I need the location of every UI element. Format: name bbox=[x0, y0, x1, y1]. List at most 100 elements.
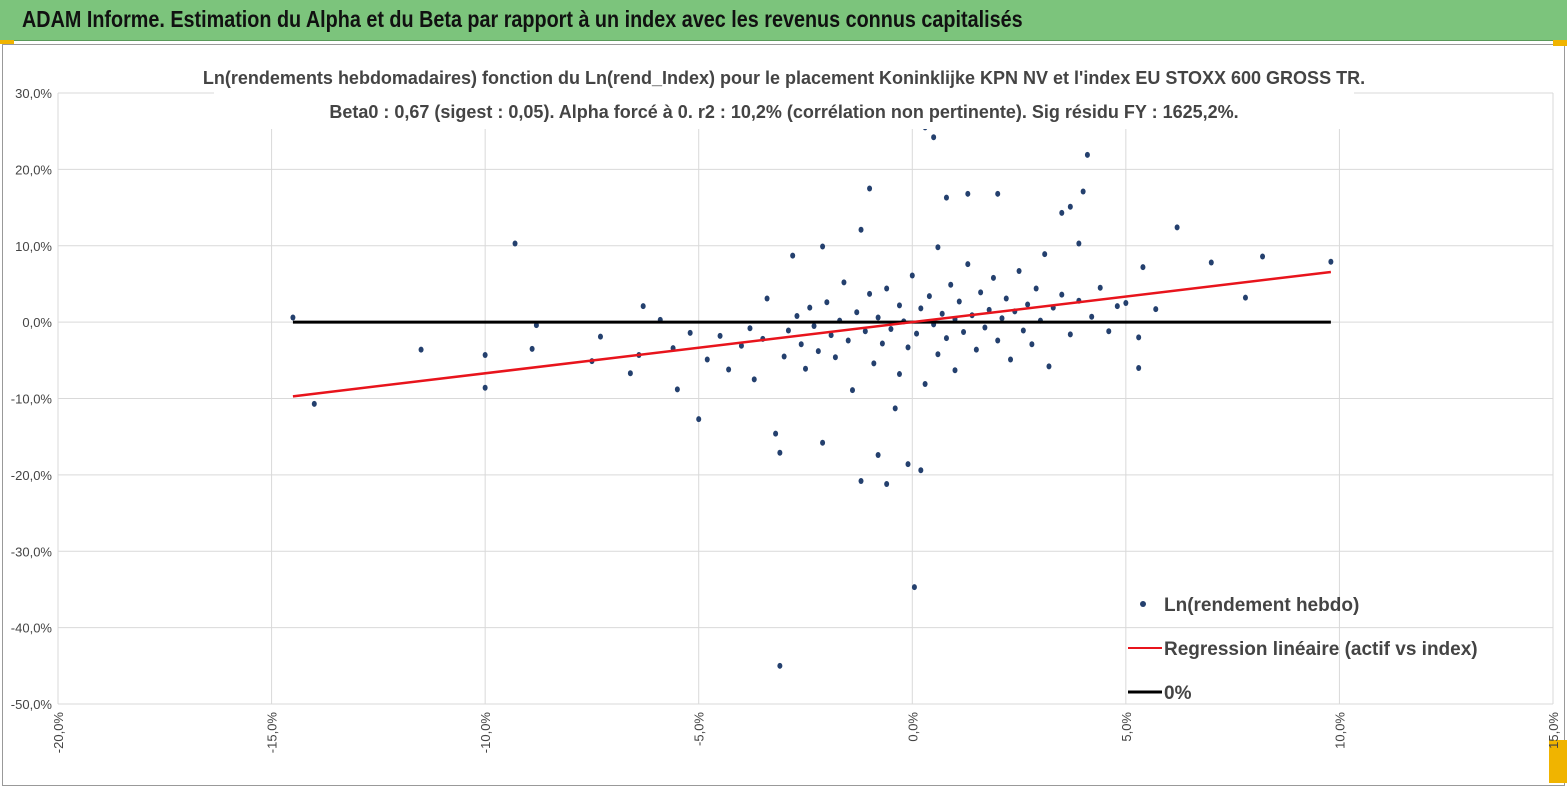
data-point bbox=[1097, 284, 1103, 291]
data-point bbox=[1025, 301, 1031, 308]
chart-title: Ln(rendements hebdomadaires) fonction du… bbox=[203, 68, 1365, 88]
data-point bbox=[965, 190, 971, 197]
data-point bbox=[1260, 253, 1266, 260]
data-point bbox=[896, 371, 902, 378]
data-point bbox=[914, 330, 920, 337]
data-point bbox=[597, 333, 603, 340]
data-point bbox=[627, 370, 633, 377]
legend-label-zero: 0% bbox=[1164, 683, 1192, 704]
data-point bbox=[512, 240, 518, 247]
data-point bbox=[811, 322, 817, 329]
data-point bbox=[533, 322, 539, 329]
data-point bbox=[1042, 251, 1048, 258]
y-tick-label: -20,0% bbox=[11, 468, 53, 483]
data-point bbox=[884, 285, 890, 292]
data-point bbox=[674, 386, 680, 393]
data-point bbox=[717, 332, 723, 339]
data-point bbox=[978, 289, 984, 296]
y-tick-label: 30,0% bbox=[15, 86, 52, 101]
data-point bbox=[905, 344, 911, 351]
chart-subtitle: Beta0 : 0,67 (sigest : 0,05). Alpha forc… bbox=[329, 102, 1238, 122]
data-point bbox=[824, 299, 830, 306]
data-point bbox=[1033, 285, 1039, 292]
y-tick-label: 0,0% bbox=[22, 315, 52, 330]
data-point bbox=[884, 481, 890, 488]
y-tick-label: -30,0% bbox=[11, 544, 53, 559]
data-point bbox=[905, 461, 911, 468]
y-tick-label: 20,0% bbox=[15, 162, 52, 177]
selection-handle bbox=[0, 40, 14, 44]
report-banner: ADAM Informe. Estimation du Alpha et du … bbox=[0, 0, 1567, 41]
selection-handle bbox=[1553, 40, 1567, 46]
data-point bbox=[926, 293, 932, 300]
data-point bbox=[1084, 151, 1090, 158]
data-point bbox=[999, 315, 1005, 322]
data-point bbox=[747, 325, 753, 332]
data-point bbox=[909, 272, 915, 279]
data-point bbox=[867, 185, 873, 192]
data-point bbox=[935, 351, 941, 358]
data-point bbox=[867, 290, 873, 297]
data-point bbox=[892, 405, 898, 412]
data-point bbox=[815, 348, 821, 355]
data-point bbox=[785, 327, 791, 334]
data-point bbox=[290, 314, 296, 321]
data-point bbox=[311, 400, 317, 407]
y-tick-label: 10,0% bbox=[15, 239, 52, 254]
data-point bbox=[922, 380, 928, 387]
data-point bbox=[777, 662, 783, 669]
data-point bbox=[807, 304, 813, 311]
data-point bbox=[1328, 258, 1334, 265]
data-point bbox=[1114, 303, 1120, 310]
data-point bbox=[1208, 259, 1214, 266]
data-point bbox=[1136, 334, 1142, 341]
data-point bbox=[935, 244, 941, 251]
data-point bbox=[1067, 331, 1073, 338]
data-point bbox=[888, 325, 894, 332]
data-point bbox=[1242, 294, 1248, 301]
data-point bbox=[841, 279, 847, 286]
data-point bbox=[482, 351, 488, 358]
data-point bbox=[1016, 267, 1022, 274]
data-point bbox=[738, 342, 744, 349]
data-point bbox=[965, 261, 971, 268]
data-point bbox=[931, 134, 937, 141]
data-point bbox=[982, 324, 988, 331]
data-point bbox=[1089, 313, 1095, 320]
data-point bbox=[854, 309, 860, 316]
data-point bbox=[1046, 363, 1052, 370]
y-tick-label: -50,0% bbox=[11, 697, 53, 712]
data-point bbox=[803, 365, 808, 372]
legend-marker-points bbox=[1140, 601, 1146, 607]
data-point bbox=[871, 360, 877, 367]
data-point bbox=[948, 281, 954, 288]
data-point bbox=[918, 467, 924, 474]
x-tick-label: -10,0% bbox=[478, 712, 493, 754]
data-point bbox=[1076, 240, 1082, 247]
data-point bbox=[990, 274, 996, 281]
data-point bbox=[820, 439, 826, 446]
data-point bbox=[704, 356, 710, 363]
data-point bbox=[790, 252, 796, 259]
data-point bbox=[1059, 291, 1065, 298]
data-point bbox=[781, 353, 787, 360]
data-point bbox=[939, 310, 945, 317]
data-point bbox=[1020, 327, 1026, 334]
legend-label-regression: Regression linéaire (actif vs index) bbox=[1164, 639, 1478, 660]
data-point bbox=[879, 340, 885, 347]
y-tick-label: -10,0% bbox=[11, 392, 53, 407]
x-tick-label: 0,0% bbox=[905, 712, 920, 742]
data-point bbox=[1140, 264, 1146, 271]
data-point bbox=[896, 302, 902, 309]
data-point bbox=[875, 314, 881, 321]
data-point bbox=[820, 243, 826, 250]
data-point bbox=[1080, 188, 1086, 195]
data-point bbox=[845, 337, 851, 344]
report-title: ADAM Informe. Estimation du Alpha et du … bbox=[22, 6, 1023, 32]
data-point bbox=[696, 416, 702, 423]
data-point bbox=[986, 306, 992, 313]
data-point bbox=[798, 341, 804, 348]
data-point bbox=[529, 345, 535, 352]
data-point bbox=[1174, 224, 1180, 231]
x-tick-label: -20,0% bbox=[51, 712, 66, 754]
